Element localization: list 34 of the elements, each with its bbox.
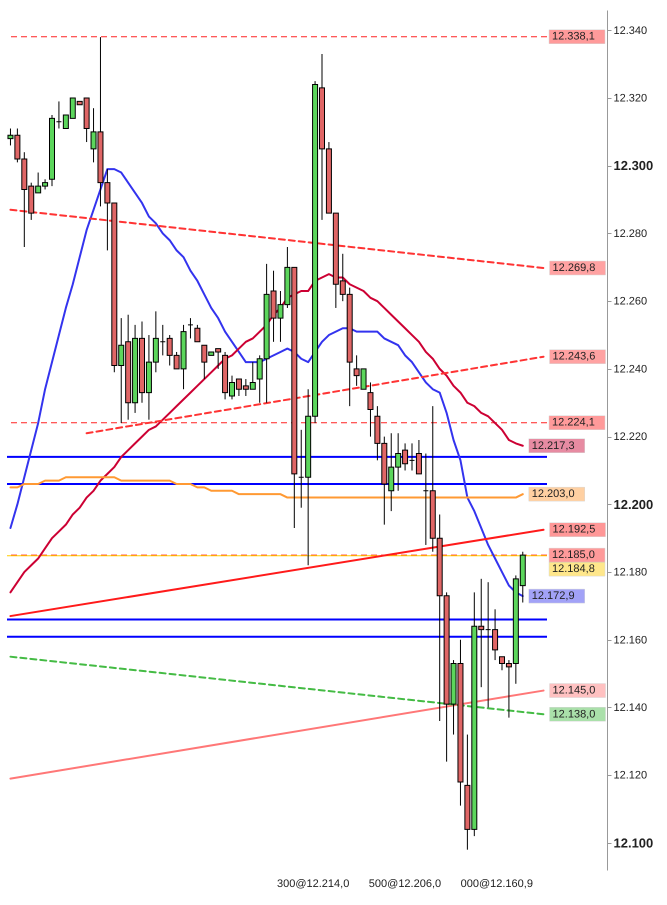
text: 000@12.160,9 xyxy=(460,878,533,890)
y-tick-label: 12.100 xyxy=(614,835,654,850)
line-series xyxy=(9,476,524,499)
y-tick-label: 12.180 xyxy=(614,566,648,579)
candlestick xyxy=(194,324,200,342)
y-tick-label: 12.120 xyxy=(614,770,648,782)
candlestick xyxy=(187,318,194,339)
data-label: 12.203,0 xyxy=(532,488,575,500)
y-tick-label: 12.160 xyxy=(614,634,648,646)
text: 300@12.214,0 xyxy=(277,878,350,890)
y-tick-label: 12.320 xyxy=(614,92,648,105)
y-tick-label: 12.260 xyxy=(614,296,648,308)
data-label: 12.172,9 xyxy=(532,590,575,602)
ref-line-label: 12.184,8 xyxy=(552,563,595,576)
data-label: 12.269,8 xyxy=(552,262,596,274)
ref-line-label: 12.185,0 xyxy=(552,549,595,562)
text: 500@12.206,0 xyxy=(368,878,442,890)
data-label: 12.217,3 xyxy=(532,440,575,452)
y-tick-label: 12.340 xyxy=(614,24,648,37)
y-tick-label: 12.140 xyxy=(614,702,648,714)
y-tick-label: 12.220 xyxy=(614,431,648,444)
y-tick-label: 12.300 xyxy=(614,158,654,174)
data-label: 12.243,6 xyxy=(552,350,596,363)
y-tick-label: 12.280 xyxy=(614,228,648,240)
ref-line-label: 12.224,1 xyxy=(552,416,595,429)
data-label: 12.145,0 xyxy=(552,684,596,697)
data-label: 12.138,0 xyxy=(552,708,596,720)
line-series xyxy=(9,168,524,598)
y-tick-label: 12.200 xyxy=(614,496,654,512)
data-label: 12.192,5 xyxy=(552,524,596,536)
candlestick xyxy=(367,382,374,438)
line-series xyxy=(9,273,524,594)
ref-line-label: 12.338,1 xyxy=(552,30,595,43)
y-tick-label: 12.240 xyxy=(614,363,648,376)
